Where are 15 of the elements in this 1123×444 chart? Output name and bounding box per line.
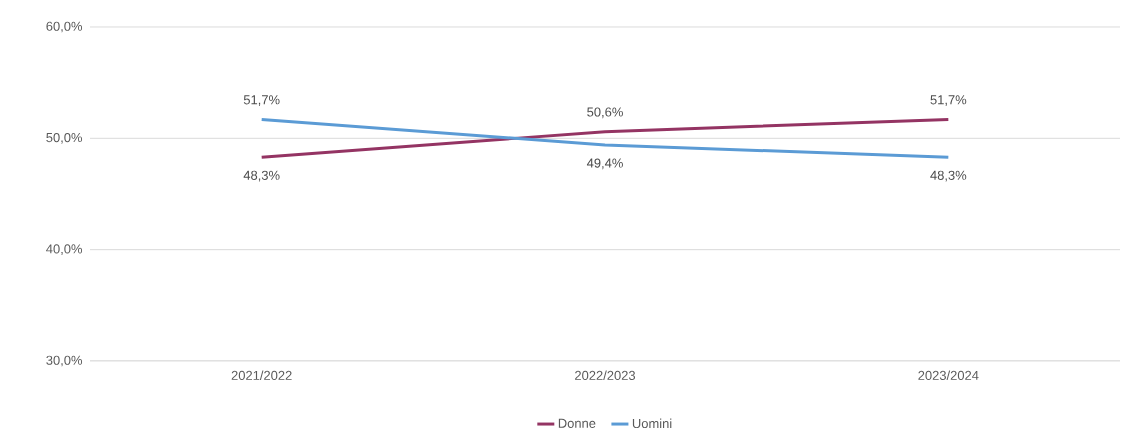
x-tick-label: 2023/2024 — [918, 370, 979, 380]
data-label: 48,3% — [930, 170, 967, 182]
legend-label: Donne — [558, 418, 596, 428]
x-tick-label: 2022/2023 — [575, 370, 636, 380]
y-tick-label: 50,0% — [46, 132, 83, 144]
x-tick-label: 2021/2022 — [231, 370, 292, 380]
y-tick-label: 30,0% — [46, 355, 83, 367]
y-tick-label: 40,0% — [46, 244, 83, 255]
data-label: 51,7% — [930, 95, 967, 106]
legend-label: Uomini — [632, 418, 672, 429]
data-label: 51,7% — [243, 95, 280, 106]
data-label: 48,3% — [243, 170, 280, 182]
data-label: 49,4% — [586, 158, 623, 170]
data-label: 50,6% — [587, 107, 623, 119]
y-tick-label: 60,0% — [46, 21, 83, 33]
